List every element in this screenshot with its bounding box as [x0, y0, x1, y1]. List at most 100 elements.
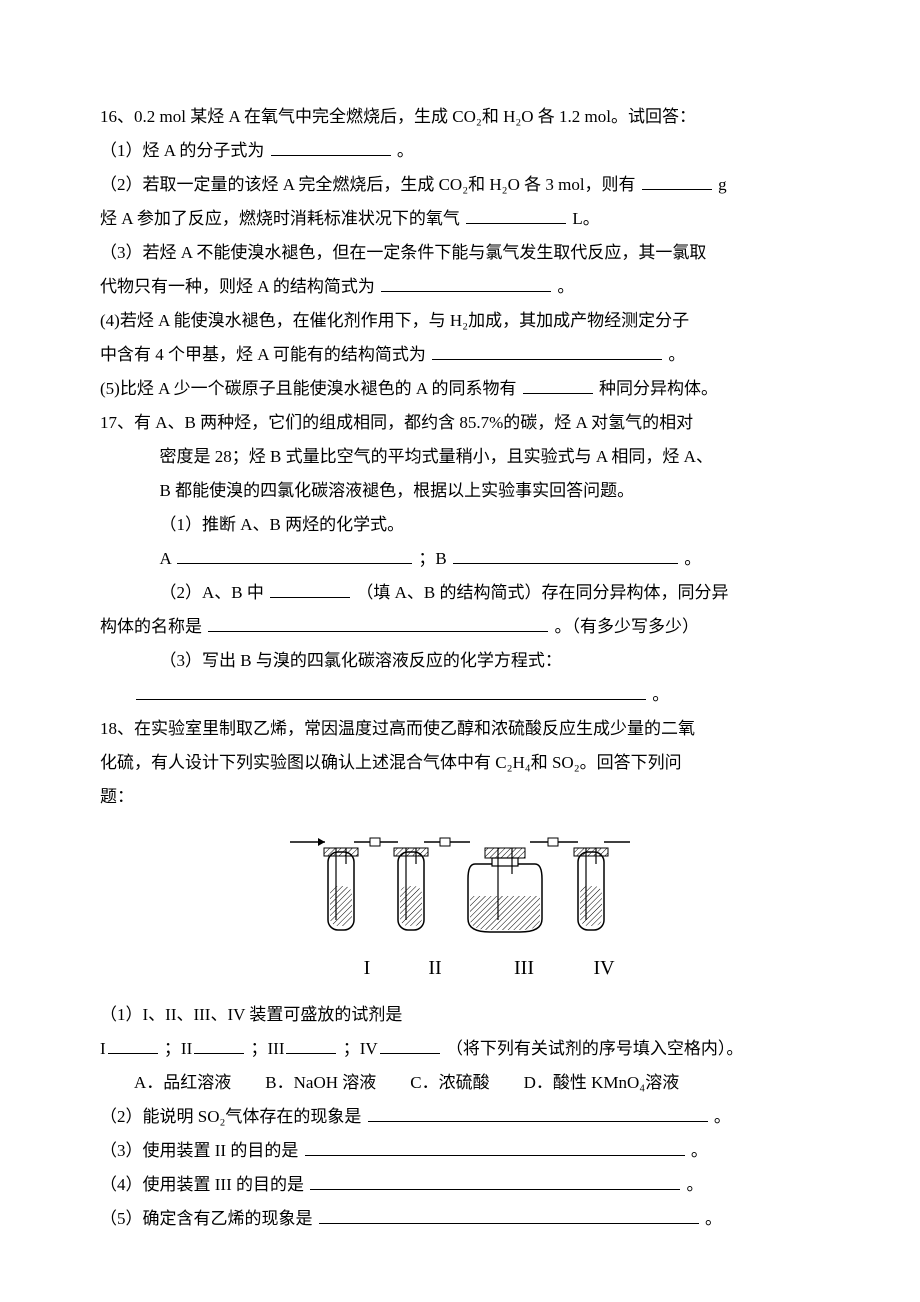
q18-3: （3）使用装置 II 的目的是 。	[100, 1134, 820, 1168]
q16-1: （1）烃 A 的分子式为 。	[100, 134, 820, 168]
text: 题：	[100, 787, 134, 806]
q18-5: （5）确定含有乙烯的现象是 。	[100, 1202, 820, 1236]
blank-q17-A[interactable]	[177, 544, 412, 564]
text: 构体的名称是	[100, 617, 202, 636]
q18-l3: 题：	[100, 780, 820, 814]
text: 种同分异构体。	[599, 379, 718, 398]
text: （将下列有关试剂的序号填入空格内）。	[446, 1039, 744, 1058]
text: （2）能说明 SO₂气体存在的现象是	[100, 1107, 361, 1126]
text: 17、有 A、B 两种烃，它们的组成相同，都约含 85.7%的碳，烃 A 对氢气…	[100, 413, 693, 432]
blank-q18-5[interactable]	[319, 1204, 699, 1224]
q16-4a: (4)若烃 A 能使溴水褪色，在催化剂作用下，与 H₂加成，其加成产物经测定分子	[100, 304, 820, 338]
text: 密度是 28；烃 B 式量比空气的平均式量稍小，且实验式与 A 相同，烃 A、	[160, 447, 713, 466]
blank-q17-2b[interactable]	[208, 612, 548, 632]
text: 。	[686, 1175, 703, 1194]
blank-q16-5[interactable]	[523, 374, 593, 394]
apparatus-diagram	[100, 824, 820, 944]
q16-4b: 中含有 4 个甲基，烃 A 可能有的结构简式为 。	[100, 338, 820, 372]
q16-2a: （2）若取一定量的该烃 A 完全燃烧后，生成 CO₂和 H₂O 各 3 mol，…	[100, 168, 820, 202]
blank-q16-3[interactable]	[381, 272, 551, 292]
text: 。	[714, 1107, 731, 1126]
text: L。	[572, 209, 599, 228]
text: 。	[705, 1209, 722, 1228]
q16-3a: （3）若烃 A 不能使溴水褪色，但在一定条件下能与氯气发生取代反应，其一氯取	[100, 236, 820, 270]
blank-q18-IV[interactable]	[380, 1034, 440, 1054]
text: （3）使用装置 II 的目的是	[100, 1141, 298, 1160]
label-I: I	[333, 948, 401, 988]
label-IV: IV	[579, 948, 629, 988]
text: 烃 A 参加了反应，燃烧时消耗标准状况下的氧气	[100, 209, 460, 228]
blank-q16-4[interactable]	[432, 340, 662, 360]
text: (5)比烃 A 少一个碳原子且能使溴水褪色的 A 的同系物有	[100, 379, 517, 398]
text: （2）A、B 中	[160, 583, 264, 602]
text: ；IV	[343, 1039, 378, 1058]
text: ；B	[418, 549, 446, 568]
text: （填 A、B 的结构简式）存在同分异构体，同分异	[356, 583, 728, 602]
text: 化硫，有人设计下列实验图以确认上述混合气体中有 C₂H₄和 SO₂。回答下列问	[100, 753, 682, 772]
blank-q18-4[interactable]	[310, 1170, 680, 1190]
text: （1）推断 A、B 两烃的化学式。	[160, 515, 405, 534]
blank-q16-1[interactable]	[271, 136, 391, 156]
text: 代物只有一种，则烃 A 的结构简式为	[100, 277, 375, 296]
text: 。	[691, 1141, 708, 1160]
q18-1a: （1）I、II、III、IV 装置可盛放的试剂是	[100, 998, 820, 1032]
text: 。（有多少写多少）	[555, 617, 700, 636]
text: （1）I、II、III、IV 装置可盛放的试剂是	[100, 1005, 402, 1024]
q16-stem: 16、0.2 mol 某烃 A 在氧气中完全燃烧后，生成 CO₂和 H₂O 各 …	[100, 100, 820, 134]
q17-1: （1）推断 A、B 两烃的化学式。	[100, 508, 820, 542]
text: A．品红溶液 B．NaOH 溶液 C．浓硫酸 D．酸性 KMnO₄溶液	[100, 1073, 679, 1092]
tube-4-icon	[574, 848, 608, 930]
blank-q18-I[interactable]	[108, 1034, 158, 1054]
q17-l1: 17、有 A、B 两种烃，它们的组成相同，都约含 85.7%的碳，烃 A 对氢气…	[100, 406, 820, 440]
q16-3b: 代物只有一种，则烃 A 的结构简式为 。	[100, 270, 820, 304]
text: 。	[557, 277, 574, 296]
q17-2b: 构体的名称是 。（有多少写多少）	[100, 610, 820, 644]
q17-3b: 。	[100, 678, 820, 712]
text: (4)若烃 A 能使溴水褪色，在催化剂作用下，与 H₂加成，其加成产物经测定分子	[100, 311, 689, 330]
text: ；III	[251, 1039, 285, 1058]
q18-l2: 化硫，有人设计下列实验图以确认上述混合气体中有 C₂H₄和 SO₂。回答下列问	[100, 746, 820, 780]
apparatus-svg	[280, 824, 640, 944]
text: 16、0.2 mol 某烃 A 在氧气中完全燃烧后，生成 CO₂和 H₂O 各 …	[100, 107, 696, 126]
q18-l1: 18、在实验室里制取乙烯，常因温度过高而使乙醇和浓硫酸反应生成少量的二氧	[100, 712, 820, 746]
text: 。	[652, 685, 669, 704]
text: B 都能使溴的四氯化碳溶液褪色，根据以上实验事实回答问题。	[160, 481, 635, 500]
text: ；II	[164, 1039, 192, 1058]
q18-4: （4）使用装置 III 的目的是 。	[100, 1168, 820, 1202]
q17-1-ans: A ；B 。	[100, 542, 820, 576]
blank-q17-3[interactable]	[136, 680, 646, 700]
blank-q17-B[interactable]	[453, 544, 678, 564]
text: （3）写出 B 与溴的四氯化碳溶液反应的化学方程式：	[160, 651, 562, 670]
text: g	[718, 175, 727, 194]
q17-3a: （3）写出 B 与溴的四氯化碳溶液反应的化学方程式：	[100, 644, 820, 678]
blank-q18-2[interactable]	[368, 1102, 708, 1122]
blank-q16-2b[interactable]	[466, 204, 566, 224]
q17-2a: （2）A、B 中 （填 A、B 的结构简式）存在同分异构体，同分异	[100, 576, 820, 610]
blank-q17-2a[interactable]	[270, 578, 350, 598]
text: （5）确定含有乙烯的现象是	[100, 1209, 313, 1228]
text: 18、在实验室里制取乙烯，常因温度过高而使乙醇和浓硫酸反应生成少量的二氧	[100, 719, 695, 738]
blank-q18-II[interactable]	[194, 1034, 244, 1054]
tube-1-icon	[324, 848, 358, 930]
text: （1）烃 A 的分子式为	[100, 141, 264, 160]
label-III: III	[469, 948, 579, 988]
text: 中含有 4 个甲基，烃 A 可能有的结构简式为	[100, 345, 426, 364]
text: 。	[397, 141, 414, 160]
blank-q16-2a[interactable]	[642, 170, 712, 190]
diagram-labels: I II III IV	[100, 948, 820, 988]
q16-5: (5)比烃 A 少一个碳原子且能使溴水褪色的 A 的同系物有 种同分异构体。	[100, 372, 820, 406]
label-II: II	[401, 948, 469, 988]
q17-l3: B 都能使溴的四氯化碳溶液褪色，根据以上实验事实回答问题。	[100, 474, 820, 508]
q18-2: （2）能说明 SO₂气体存在的现象是 。	[100, 1100, 820, 1134]
q17-l2: 密度是 28；烃 B 式量比空气的平均式量稍小，且实验式与 A 相同，烃 A、	[100, 440, 820, 474]
blank-q18-III[interactable]	[286, 1034, 336, 1054]
text: （4）使用装置 III 的目的是	[100, 1175, 304, 1194]
text: （2）若取一定量的该烃 A 完全燃烧后，生成 CO₂和 H₂O 各 3 mol，…	[100, 175, 636, 194]
text: 。	[684, 549, 701, 568]
tube-2-icon	[394, 848, 428, 930]
text: A	[160, 549, 171, 568]
text: （3）若烃 A 不能使溴水褪色，但在一定条件下能与氯气发生取代反应，其一氯取	[100, 243, 706, 262]
blank-q18-3[interactable]	[305, 1136, 685, 1156]
text: 。	[668, 345, 685, 364]
flask-3-icon	[468, 848, 542, 932]
